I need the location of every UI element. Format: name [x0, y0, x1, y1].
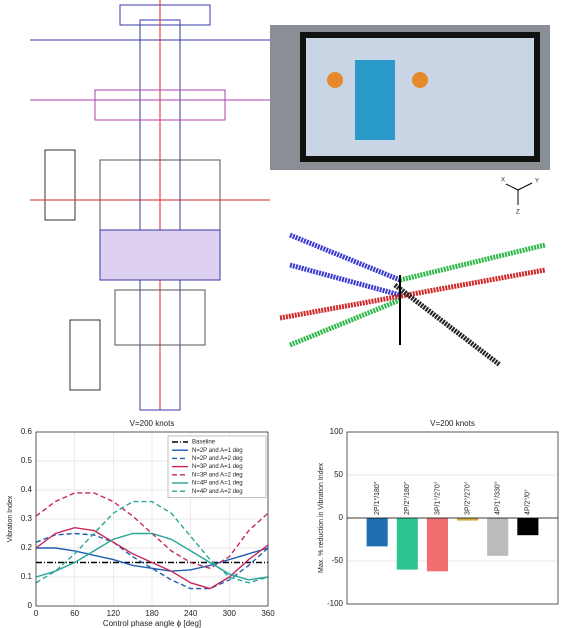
blade — [290, 265, 400, 295]
legend-label: N=4P and A=1 deg — [192, 481, 243, 487]
y-axis-label: Max. % reduction in Vibration Index — [318, 463, 325, 573]
blade — [290, 235, 400, 280]
x-tick-label: 240 — [184, 609, 198, 618]
y-tick-label: 0 — [339, 513, 344, 522]
y-tick-label: 50 — [334, 470, 343, 479]
legend-label: N=2P and A=2 deg — [192, 456, 243, 462]
bar — [427, 518, 448, 571]
bar — [397, 518, 418, 570]
y-tick-label: -100 — [327, 599, 344, 608]
x-tick-label: 120 — [107, 609, 121, 618]
model — [355, 60, 395, 140]
blade — [290, 300, 400, 345]
rotor-model — [280, 235, 545, 365]
triad-label: X — [501, 178, 505, 184]
triad: X Y Z — [501, 178, 539, 216]
bar-category-label: 3P/1°/270° — [433, 481, 441, 515]
triad-label: Z — [516, 210, 520, 216]
screen — [306, 38, 534, 156]
figure: X Y Z V=200 knots 0 0.1 0.2 0.3 0.4 0.5 0.6 Vibr… — [0, 0, 571, 628]
bar-category-label: 2P/2°/180° — [403, 481, 411, 515]
gear — [100, 230, 220, 280]
y-tick-label: 100 — [330, 427, 344, 436]
blade — [395, 285, 500, 365]
triad-axis — [506, 184, 518, 190]
y-tick-label: 0.4 — [21, 485, 33, 494]
motor — [70, 320, 100, 390]
model-part — [412, 72, 428, 88]
y-axis-label: Vibration Index — [7, 495, 14, 542]
bar-category-label: 4P/1°/330° — [494, 481, 502, 515]
chart-title: V=200 knots — [430, 419, 475, 428]
photo — [270, 25, 550, 170]
chart-title: V=200 knots — [130, 419, 175, 428]
legend-label: N=3P and A=2 deg — [192, 472, 243, 478]
hub-top — [120, 5, 210, 25]
legend-label: N=4P and A=2 deg — [192, 489, 243, 495]
bar-category-label: 4P/2°/0° — [524, 489, 532, 515]
y-tick-label: 0 — [28, 601, 33, 610]
legend-label: N=3P and A=1 deg — [192, 464, 243, 470]
bar — [487, 518, 508, 556]
y-tick-label: 0.2 — [21, 543, 33, 552]
x-axis-label: Control phase angle ϕ [deg] — [103, 619, 201, 628]
triad-label: Y — [535, 179, 539, 185]
x-tick-label: 300 — [223, 609, 237, 618]
x-tick-label: 0 — [34, 609, 39, 618]
motor — [45, 150, 75, 220]
y-tick-label: 0.5 — [21, 456, 33, 465]
x-tick-label: 180 — [145, 609, 159, 618]
cad-drawing — [30, 0, 270, 410]
y-tick-label: 0.3 — [21, 514, 33, 523]
x-tick-label: 60 — [70, 609, 79, 618]
x-tick-label: 360 — [261, 609, 275, 618]
triad-axis — [518, 183, 532, 190]
y-tick-label: 0.6 — [21, 427, 33, 436]
model-part — [327, 72, 343, 88]
bar — [517, 518, 538, 535]
y-tick-label: -50 — [331, 556, 343, 565]
bar — [367, 518, 388, 546]
legend-label: Baseline — [192, 440, 216, 446]
bar-category-label: 2P/1°/180° — [373, 481, 381, 515]
bar-category-label: 3P/2°/270° — [463, 481, 471, 515]
legend-label: N=2P and A=1 deg — [192, 448, 243, 454]
y-tick-label: 0.1 — [21, 572, 33, 581]
